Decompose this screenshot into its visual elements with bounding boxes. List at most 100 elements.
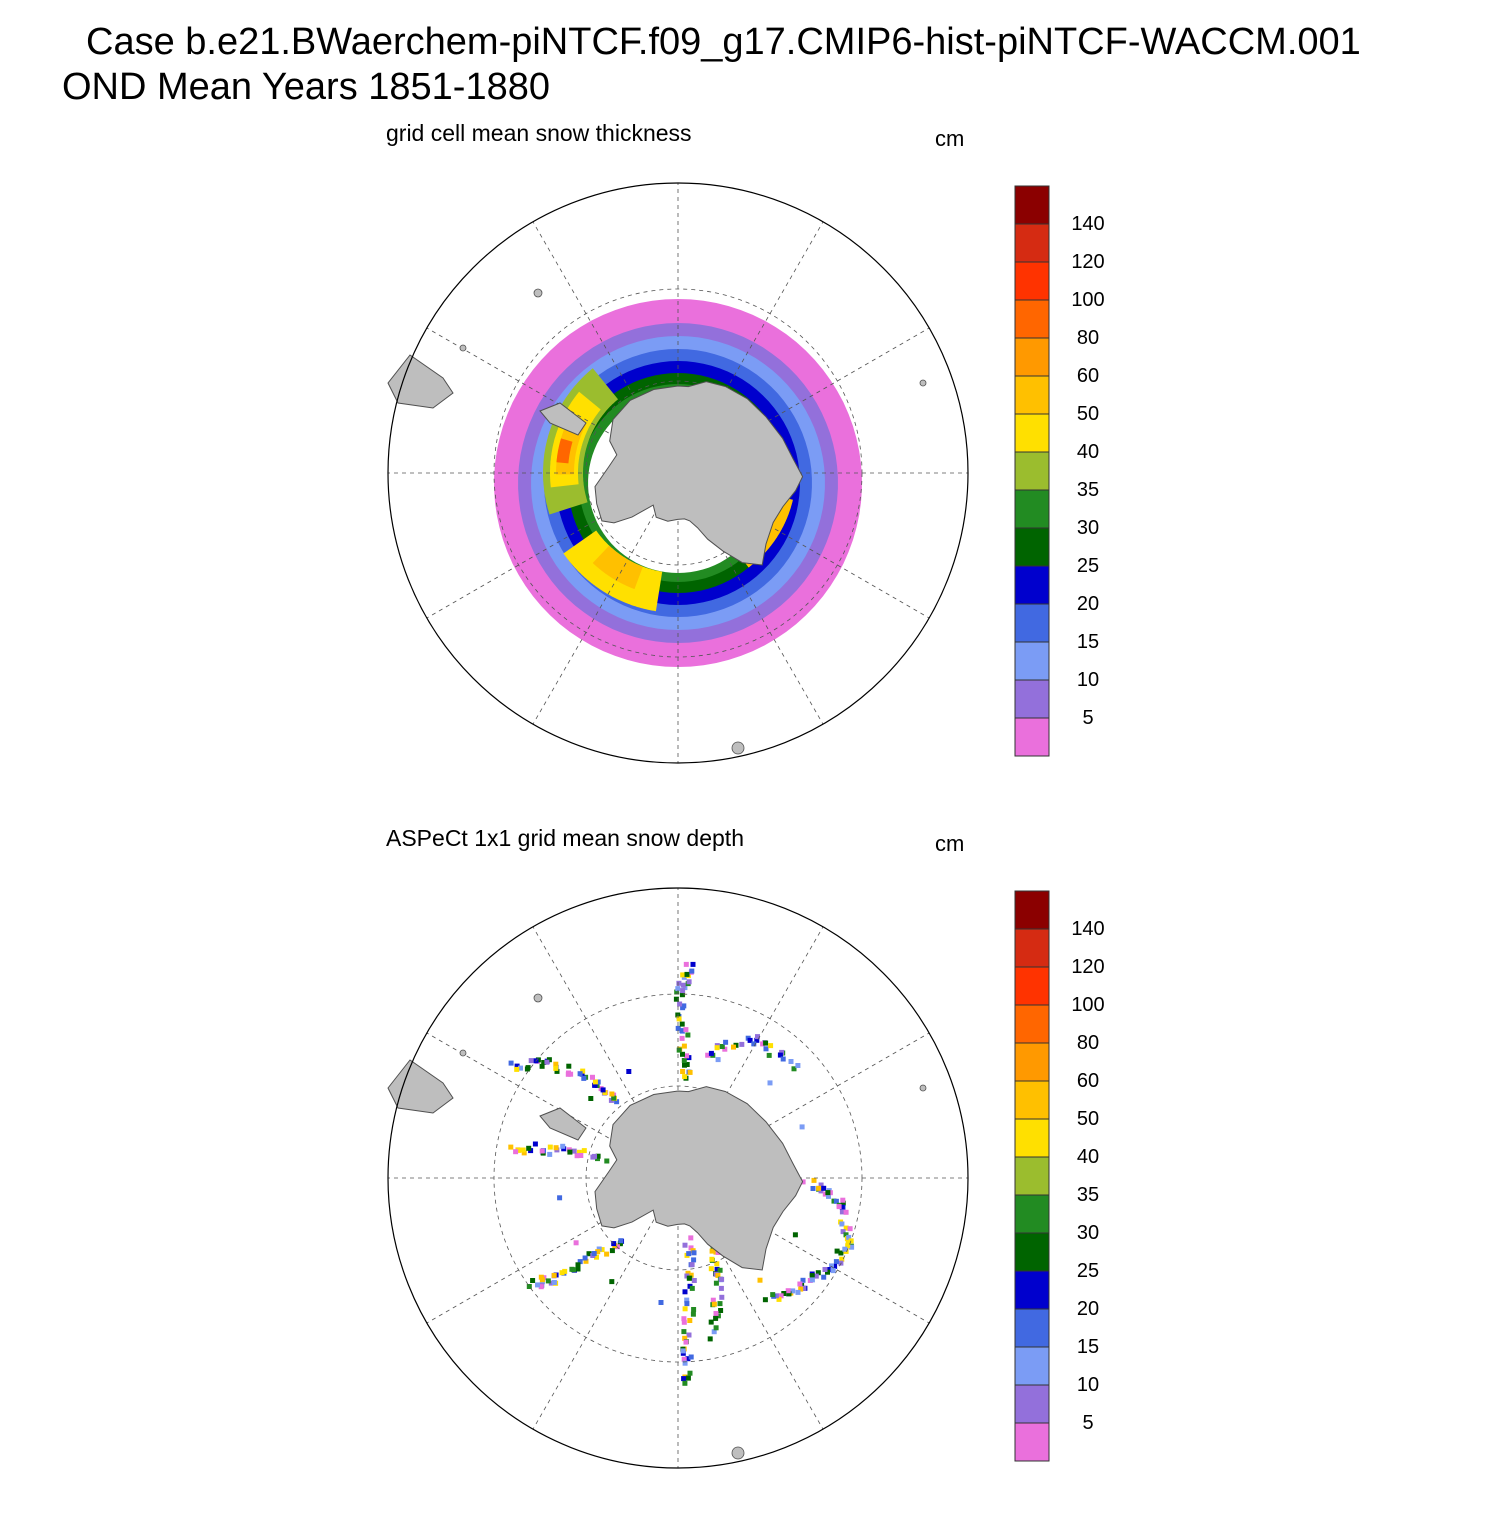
south-america-tip	[387, 1059, 454, 1114]
observation-cell	[681, 1329, 687, 1335]
colorbar-box	[1014, 603, 1050, 643]
colorbar-tick-label: 25	[1076, 555, 1100, 577]
colorbar-tick-label: 100	[1071, 289, 1105, 311]
observation-cell	[599, 1247, 605, 1253]
observation-cell	[526, 1145, 532, 1151]
observation-cell	[713, 1311, 719, 1316]
observation-cell	[843, 1232, 849, 1238]
observation-cell	[594, 1254, 599, 1260]
observation-cell	[521, 1150, 527, 1156]
antarctica-landmass	[594, 1086, 804, 1271]
observation-cell	[833, 1198, 839, 1204]
colorbar-tick-label: 30	[1076, 1222, 1100, 1244]
observation-cell	[685, 1356, 691, 1362]
observation-cell	[686, 1275, 692, 1281]
observation-cell	[551, 1272, 557, 1278]
observation-cell	[596, 1246, 602, 1252]
observation-cell	[609, 1091, 615, 1097]
observation-cell	[514, 1063, 520, 1069]
map-boundary-circle	[387, 887, 969, 1469]
observation-cell	[708, 1050, 714, 1056]
observation-cell	[690, 1311, 696, 1317]
observation-cell	[801, 1285, 807, 1291]
observation-cell	[834, 1248, 840, 1254]
observation-cell	[614, 1099, 620, 1105]
observation-cell	[842, 1246, 848, 1252]
observation-cell	[766, 1052, 772, 1058]
observation-cell	[711, 1329, 717, 1335]
observation-cell	[813, 1273, 819, 1279]
observation-cell	[560, 1143, 566, 1149]
colorbar-tick-label: 15	[1076, 631, 1100, 653]
observation-cell	[592, 1082, 598, 1088]
observation-cell	[687, 1370, 693, 1376]
observation-cell	[680, 972, 686, 978]
colorbar-box	[1014, 1004, 1050, 1044]
observation-cell	[576, 1149, 582, 1155]
observation-cell	[798, 1286, 804, 1292]
observation-cell	[684, 1062, 690, 1067]
observation-cell	[680, 1069, 686, 1074]
colorbar-box	[1014, 890, 1050, 930]
observation-cell	[681, 1316, 687, 1322]
observation-cell	[535, 1282, 540, 1288]
observation-cell	[684, 1297, 690, 1303]
observation-cell	[763, 1040, 769, 1046]
observation-cell	[755, 1034, 760, 1040]
observation-cell	[833, 1259, 839, 1265]
observation-cell	[618, 1238, 624, 1244]
observation-cell	[722, 1046, 728, 1052]
observation-cell	[795, 1289, 801, 1295]
observation-cell	[602, 1090, 608, 1096]
island	[731, 741, 745, 755]
observation-cell	[681, 1003, 687, 1009]
observation-cell	[691, 1250, 697, 1256]
observation-cell	[681, 1356, 687, 1362]
observation-cell	[845, 1239, 851, 1245]
observation-cell	[674, 989, 680, 995]
observation-cell	[708, 1266, 714, 1272]
observation-cell	[590, 1154, 596, 1160]
observation-cell	[682, 1380, 688, 1386]
colorbar-tick-label: 50	[1076, 403, 1100, 425]
colorbar-box	[1014, 679, 1050, 719]
observation-cell	[719, 1294, 725, 1300]
observation-cell	[795, 1063, 801, 1068]
observation-cell	[562, 1268, 568, 1274]
observation-cell	[839, 1209, 845, 1215]
meridian-line	[532, 1177, 679, 1430]
observation-cell	[681, 1376, 687, 1382]
island	[533, 288, 543, 298]
observation-cell	[818, 1188, 824, 1194]
observation-cell	[551, 1280, 557, 1285]
observation-cell	[571, 1267, 576, 1273]
observation-cell	[682, 1306, 688, 1312]
colorbar-box	[1014, 1118, 1050, 1158]
observation-cell	[838, 1250, 844, 1256]
observation-cell	[544, 1059, 550, 1065]
observation-cell	[770, 1292, 776, 1298]
observation-cell	[832, 1263, 838, 1269]
observation-cell	[711, 1301, 717, 1307]
colorbar-tick-label: 140	[1071, 918, 1105, 940]
observation-cell	[578, 1153, 584, 1158]
observation-cell	[686, 979, 692, 985]
observation-cell	[680, 988, 686, 994]
meridian-line	[532, 472, 679, 725]
observation-cell	[546, 1057, 552, 1063]
colorbar-tick-label: 10	[1076, 1374, 1100, 1396]
observation-cell	[526, 1284, 532, 1289]
observation-cell	[708, 1319, 714, 1325]
observation-cell	[685, 1270, 691, 1276]
observation-cell	[822, 1191, 828, 1197]
observation-cell	[830, 1268, 836, 1274]
observation-cell	[709, 1248, 715, 1254]
observation-cell	[679, 1035, 685, 1041]
island	[731, 1446, 745, 1460]
observation-cell	[658, 1300, 664, 1305]
observation-cell	[581, 1148, 587, 1154]
observation-cell	[836, 1204, 842, 1210]
observation-cell	[760, 1041, 766, 1047]
observation-cell	[839, 1221, 845, 1227]
observation-cell	[681, 1319, 687, 1325]
